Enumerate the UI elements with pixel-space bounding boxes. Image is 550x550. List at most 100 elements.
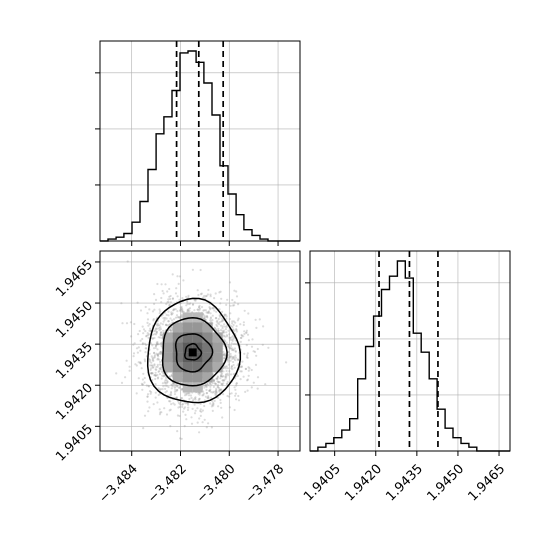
scatter-point — [159, 326, 162, 329]
x1-tick-label-bottom: 1.9405 — [301, 462, 344, 505]
scatter-point — [155, 343, 159, 346]
scatter-point — [205, 391, 209, 395]
scatter-point — [151, 310, 155, 313]
scatter-point — [151, 378, 154, 382]
scatter-point — [254, 363, 258, 366]
scatter-point — [237, 303, 240, 306]
scatter-point — [155, 352, 158, 355]
x1-tick-label-left: 1.9435 — [53, 340, 96, 383]
scatter-point — [219, 388, 222, 391]
scatter-point — [186, 392, 189, 395]
scatter-point — [216, 384, 220, 387]
scatter-point — [157, 352, 160, 355]
scatter-point — [146, 332, 149, 335]
scatter-point — [236, 374, 239, 378]
scatter-point — [241, 360, 244, 363]
scatter-point — [235, 398, 238, 401]
scatter-point — [157, 393, 160, 397]
scatter-point — [197, 305, 201, 308]
scatter-point — [209, 396, 213, 399]
scatter-point — [165, 382, 168, 385]
scatter-point — [220, 320, 223, 323]
scatter-point — [178, 405, 181, 408]
scatter-point — [186, 408, 190, 412]
scatter-point — [156, 365, 159, 368]
scatter-point — [155, 343, 158, 346]
scatter-point — [191, 268, 194, 271]
scatter-point — [153, 351, 156, 354]
scatter-point — [232, 320, 235, 323]
scatter-point — [225, 325, 228, 329]
scatter-point — [215, 393, 218, 396]
scatter-point — [121, 322, 124, 325]
scatter-point — [197, 399, 200, 402]
scatter-point — [141, 337, 144, 341]
scatter-point — [225, 369, 228, 373]
scatter-point — [154, 383, 157, 386]
scatter-point — [188, 307, 192, 310]
density-cell — [182, 332, 193, 343]
scatter-point — [175, 396, 178, 399]
scatter-point — [186, 308, 189, 312]
density-cell — [182, 352, 193, 363]
scatter-point — [179, 309, 182, 312]
scatter-point — [230, 336, 233, 339]
scatter-point — [187, 294, 190, 297]
scatter-point — [202, 317, 205, 320]
scatter-point — [218, 388, 222, 391]
scatter-point — [142, 328, 146, 331]
scatter-point — [235, 290, 238, 293]
scatter-point — [246, 352, 249, 355]
scatter-point — [177, 406, 180, 409]
scatter-point — [253, 350, 257, 353]
contour-outer — [146, 297, 242, 404]
scatter-point — [232, 348, 235, 351]
scatter-point — [180, 397, 183, 400]
scatter-point — [244, 367, 247, 371]
scatter-point — [154, 344, 157, 348]
scatter-point — [174, 388, 177, 391]
scatter-point — [165, 324, 168, 327]
scatter-point — [234, 388, 237, 391]
scatter-point — [234, 356, 237, 359]
scatter-point — [155, 368, 158, 371]
density-cell — [202, 352, 213, 363]
density-cell — [182, 372, 193, 383]
scatter-point — [169, 329, 172, 332]
scatter-point — [173, 386, 176, 389]
scatter-point — [188, 391, 191, 395]
scatter-point — [224, 353, 227, 356]
scatter-point — [223, 335, 226, 338]
scatter-point — [169, 393, 172, 396]
scatter-point — [154, 328, 157, 331]
scatter-point — [239, 378, 242, 381]
scatter-point — [179, 309, 182, 312]
scatter-point — [218, 381, 221, 384]
scatter-point — [158, 327, 161, 330]
scatter-point — [162, 385, 165, 388]
scatter-point — [225, 375, 228, 378]
scatter-point — [218, 321, 221, 324]
scatter-point — [200, 410, 203, 413]
x1-tick-label-bottom: 1.9435 — [383, 462, 426, 505]
scatter-point — [178, 298, 181, 301]
scatter-point — [136, 351, 139, 354]
scatter-point — [232, 360, 235, 364]
scatter-point — [175, 383, 178, 386]
density-cell — [192, 332, 203, 343]
scatter-point — [225, 317, 228, 320]
scatter-point — [170, 374, 173, 377]
scatter-point — [143, 376, 146, 380]
scatter-point — [215, 387, 218, 390]
scatter-point — [152, 403, 155, 406]
density-cell — [192, 352, 203, 363]
scatter-point — [159, 411, 162, 414]
scatter-point — [189, 394, 192, 397]
scatter-point — [256, 387, 259, 390]
scatter-point — [207, 311, 210, 314]
scatter-point — [206, 316, 209, 319]
scatter-point — [203, 404, 206, 408]
scatter-point — [164, 323, 167, 327]
scatter-point — [217, 327, 220, 330]
